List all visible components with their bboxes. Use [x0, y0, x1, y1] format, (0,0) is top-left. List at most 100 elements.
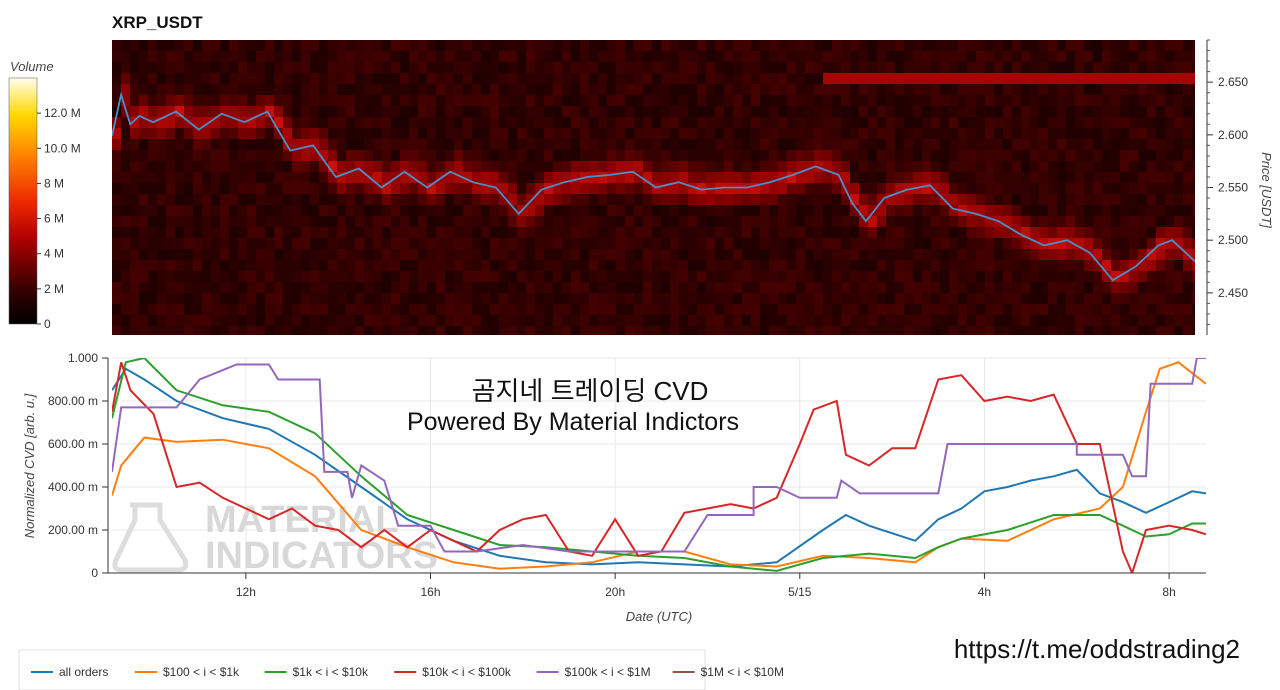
colorbar-tick-label: 12.0 M	[44, 106, 81, 120]
heatmap-cell	[301, 315, 311, 327]
heatmap-cell	[1156, 172, 1166, 184]
heatmap-cell	[1030, 84, 1040, 96]
heatmap-cell	[400, 62, 410, 74]
heatmap-cell	[985, 73, 995, 85]
heatmap-cell	[571, 106, 581, 118]
heatmap-cell	[1021, 194, 1031, 206]
heatmap-cell	[706, 249, 716, 261]
heatmap-cell	[679, 194, 689, 206]
heatmap-cell	[1183, 106, 1193, 118]
heatmap-cell	[940, 84, 950, 96]
heatmap-cell	[1102, 172, 1112, 184]
heatmap-cell	[436, 205, 446, 217]
heatmap-cell	[706, 260, 716, 272]
heatmap-cell	[1138, 84, 1148, 96]
heatmap-cell	[679, 117, 689, 129]
heatmap-cell	[265, 117, 275, 129]
heatmap-cell	[1102, 117, 1112, 129]
heatmap-cell	[742, 73, 752, 85]
heatmap-cell	[319, 106, 329, 118]
heatmap-cell	[508, 117, 518, 129]
heatmap-cell	[1111, 106, 1121, 118]
heatmap-cell	[760, 205, 770, 217]
heatmap-cell	[859, 205, 869, 217]
heatmap-cell	[1012, 260, 1022, 272]
heatmap-cell	[589, 282, 599, 294]
heatmap-cell	[202, 227, 212, 239]
heatmap-cell	[607, 271, 617, 283]
heatmap-cell	[1120, 95, 1130, 107]
heatmap-cell	[490, 216, 500, 228]
heatmap-cell	[895, 161, 905, 173]
heatmap-cell	[310, 194, 320, 206]
heatmap-cell	[751, 84, 761, 96]
heatmap-cell	[949, 40, 959, 52]
heatmap-cell	[346, 227, 356, 239]
heatmap-cell	[967, 150, 977, 162]
heatmap-cell	[832, 51, 842, 63]
heatmap-cell	[598, 139, 608, 151]
heatmap-cell	[229, 117, 239, 129]
heatmap-cell	[859, 216, 869, 228]
heatmap-cell	[283, 271, 293, 283]
heatmap-cell	[598, 128, 608, 140]
heatmap-cell	[499, 128, 509, 140]
heatmap-cell	[598, 172, 608, 184]
heatmap-cell	[850, 260, 860, 272]
heatmap-cell	[229, 282, 239, 294]
flask-icon	[112, 502, 189, 573]
heatmap-cell	[337, 73, 347, 85]
heatmap-cell	[409, 139, 419, 151]
heatmap-cell	[1039, 271, 1049, 283]
heatmap-cell	[562, 62, 572, 74]
heatmap-cell	[751, 227, 761, 239]
heatmap-cell	[679, 150, 689, 162]
heatmap-cell	[562, 227, 572, 239]
heatmap-cell	[121, 238, 131, 250]
heatmap-cell	[157, 40, 167, 52]
heatmap-cell	[715, 172, 725, 184]
heatmap-cell	[175, 128, 185, 140]
heatmap-cell	[634, 128, 644, 140]
heatmap-cell	[535, 249, 545, 261]
heatmap-cell	[823, 62, 833, 74]
heatmap-cell	[175, 51, 185, 63]
heatmap-cell	[382, 117, 392, 129]
heatmap-cell	[706, 51, 716, 63]
heatmap-cell	[670, 304, 680, 316]
heatmap-cell	[265, 249, 275, 261]
heatmap-cell	[940, 172, 950, 184]
heatmap-cell	[886, 139, 896, 151]
heatmap-cell	[355, 304, 365, 316]
heatmap-cell	[1111, 139, 1121, 151]
heatmap-cell	[841, 271, 851, 283]
heatmap-cell	[1165, 260, 1175, 272]
heatmap-cell	[850, 62, 860, 74]
heatmap-cell	[283, 216, 293, 228]
heatmap-cell	[859, 293, 869, 305]
heatmap-cell	[958, 84, 968, 96]
heatmap-cell	[850, 161, 860, 173]
heatmap-cell	[832, 249, 842, 261]
heatmap-cell	[454, 238, 464, 250]
heatmap-cell	[1012, 40, 1022, 52]
heatmap-cell	[220, 216, 230, 228]
heatmap-cell	[1174, 282, 1184, 294]
heatmap-cell	[643, 194, 653, 206]
heatmap-cell	[391, 51, 401, 63]
heatmap-cell	[922, 51, 932, 63]
heatmap-cell	[130, 106, 140, 118]
heatmap-cell	[445, 73, 455, 85]
heatmap-cell	[535, 128, 545, 140]
heatmap-cell	[472, 271, 482, 283]
heatmap-cell	[733, 304, 743, 316]
heatmap-cell	[148, 326, 158, 335]
heatmap-cell	[418, 293, 428, 305]
heatmap-cell	[355, 271, 365, 283]
heatmap-cell	[1075, 139, 1085, 151]
heatmap-cell	[985, 282, 995, 294]
heatmap-cell	[112, 62, 122, 74]
heatmap-cell	[499, 117, 509, 129]
heatmap-cell	[904, 216, 914, 228]
heatmap-cell	[841, 172, 851, 184]
